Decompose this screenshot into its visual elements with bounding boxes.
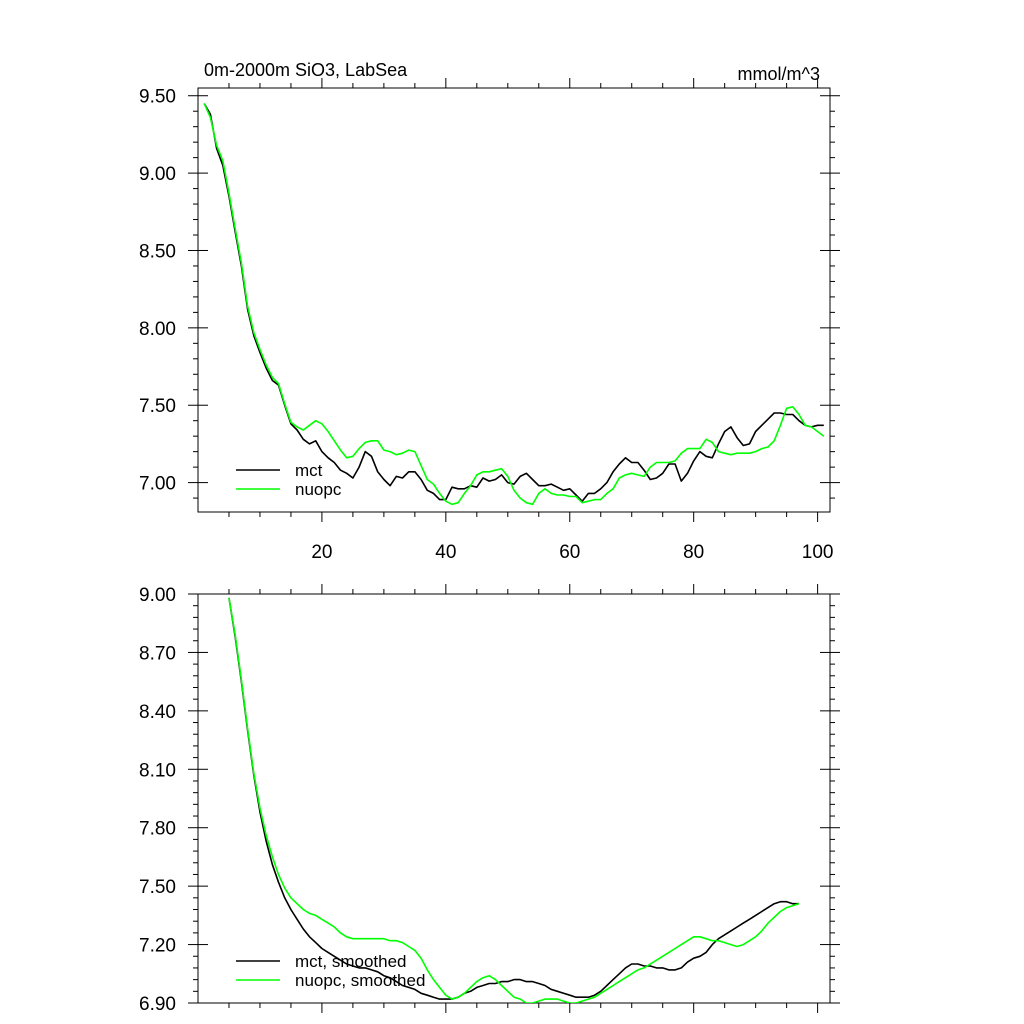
y-tick-label: 8.10 (139, 760, 176, 781)
legend-label: nuopc, smoothed (295, 971, 425, 990)
plot-frame (197, 593, 831, 1004)
y-tick-label: 7.80 (139, 819, 176, 840)
series-line-mct-smoothed (228, 597, 799, 1000)
y-tick-label: 7.00 (139, 474, 176, 495)
series-line-nuopc-smoothed (228, 597, 800, 1003)
x-tick-label: 60 (559, 542, 580, 563)
y-tick-label: 7.50 (139, 877, 176, 898)
series-line-nuopc (203, 103, 825, 506)
x-tick-label: 100 (802, 542, 834, 563)
plot-frame (197, 87, 831, 513)
x-tick-label: 20 (311, 542, 332, 563)
y-tick-label: 9.50 (139, 87, 176, 108)
y-tick-label: 8.40 (139, 702, 176, 723)
series-line-mct (203, 103, 824, 503)
chart-panel-1: 7.00 7.50 8.00 8.50 9.00 9.50 20 40 60 80 100 0m-20… (139, 60, 840, 563)
y-tick-label: 6.90 (139, 994, 176, 1015)
legend-label: mct (295, 461, 323, 480)
legend-label: mct, smoothed (295, 952, 407, 971)
y-tick-label: 8.70 (139, 643, 176, 664)
units-label: mmol/m^3 (738, 64, 820, 84)
y-tick-label: 7.20 (139, 936, 176, 957)
chart-title: 0m-2000m SiO3, LabSea (204, 60, 408, 80)
x-tick-label: 40 (435, 542, 456, 563)
x-tick-label: 80 (683, 542, 704, 563)
legend-label: nuopc (295, 480, 342, 499)
y-tick-label: 8.50 (139, 241, 176, 262)
y-tick-label: 9.00 (139, 164, 176, 185)
y-tick-label: 8.00 (139, 319, 176, 340)
y-tick-label: 7.50 (139, 396, 176, 417)
chart-panel-2: 6.90 7.20 7.50 7.80 8.10 8.40 8.70 9.00 mct, smo… (139, 584, 840, 1015)
y-tick-label: 9.00 (139, 585, 176, 606)
